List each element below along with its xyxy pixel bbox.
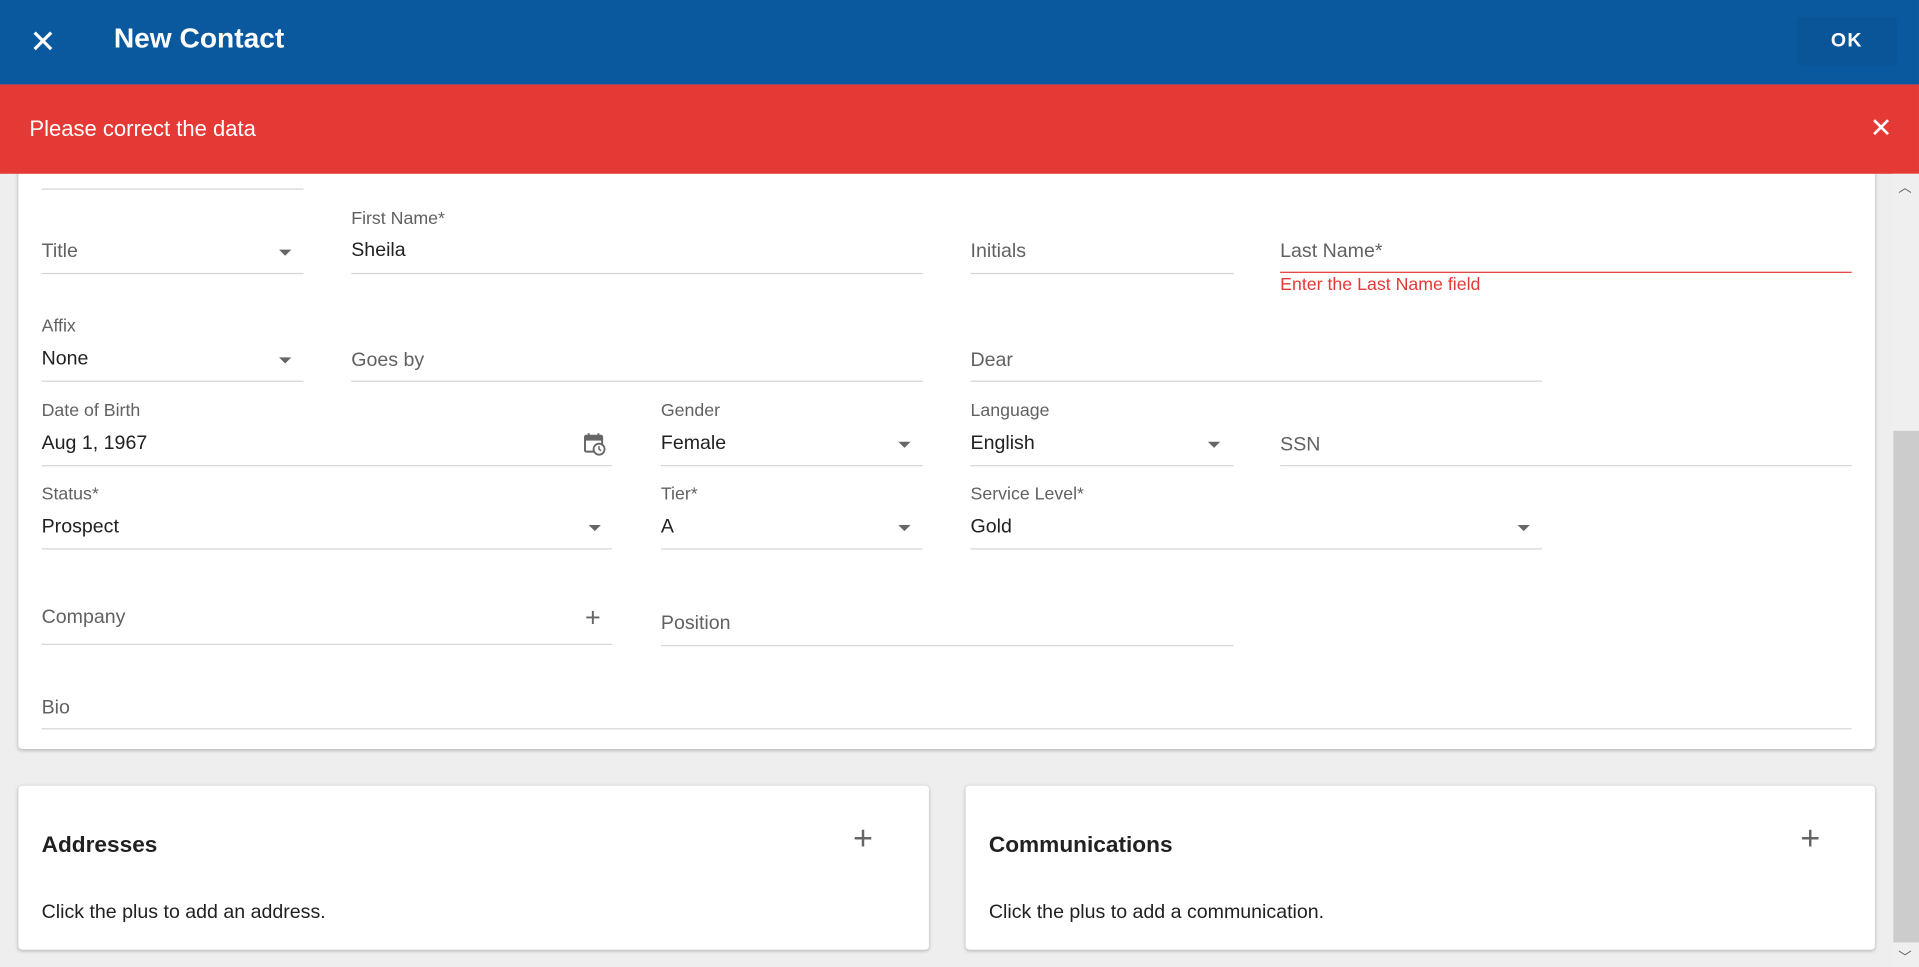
status-select[interactable]: Prospect (41, 508, 612, 550)
first-name-input[interactable]: Sheila (351, 233, 923, 275)
title-label: Title (41, 241, 78, 262)
chevron-down-icon (279, 357, 292, 364)
dear-input[interactable]: Dear (970, 340, 1543, 382)
position-input[interactable]: Position (660, 605, 1234, 647)
service-level-select[interactable]: Gold (970, 508, 1543, 550)
communications-empty-text: Click the plus to add a communication. (988, 901, 1325, 923)
bio-label: Bio (41, 697, 70, 719)
service-level-value: Gold (970, 516, 1012, 538)
tier-label: Tier* (660, 484, 698, 505)
partial-field[interactable] (41, 184, 304, 190)
addresses-title: Addresses (41, 830, 158, 857)
affix-value: None (41, 348, 89, 370)
status-label: Status* (41, 484, 99, 505)
scroll-up-icon[interactable]: ︿ (1898, 181, 1912, 196)
chevron-down-icon (1517, 525, 1530, 532)
app-bar (0, 0, 1919, 85)
page-title: New Contact (113, 22, 285, 54)
gender-value: Female (660, 433, 727, 455)
goes-by-input[interactable]: Goes by (351, 340, 923, 382)
close-icon[interactable]: ✕ (1869, 112, 1893, 144)
first-name-label: First Name* (351, 209, 445, 229)
ok-button[interactable]: OK (1796, 17, 1897, 67)
close-icon[interactable]: ✕ (29, 23, 57, 60)
addresses-empty-text: Click the plus to add an address. (41, 901, 326, 923)
chevron-down-icon (898, 441, 911, 448)
initials-label: Initials (970, 241, 1027, 262)
chevron-down-icon (1207, 441, 1221, 448)
add-communication-plus-icon[interactable]: + (1800, 818, 1821, 857)
company-input[interactable]: Company + (41, 600, 612, 645)
first-name-value: Sheila (351, 239, 406, 261)
gender-label: Gender (660, 401, 721, 422)
language-value: English (970, 433, 1035, 455)
last-name-input[interactable]: Last Name* (1280, 233, 1852, 273)
dob-label: Date of Birth (41, 401, 141, 422)
company-label: Company (41, 607, 126, 628)
title-select[interactable]: Title (41, 233, 304, 275)
language-select[interactable]: English (970, 425, 1234, 467)
chevron-down-icon (588, 525, 601, 532)
dear-label: Dear (970, 350, 1013, 371)
error-banner (0, 84, 1919, 174)
addresses-card: Addresses + Click the plus to add an add… (18, 785, 929, 950)
goes-by-label: Goes by (351, 350, 425, 371)
last-name-label: Last Name* (1280, 241, 1383, 262)
add-company-plus-icon[interactable]: + (585, 602, 601, 633)
service-level-label: Service Level* (970, 484, 1084, 505)
language-label: Language (970, 401, 1050, 422)
chevron-down-icon (898, 525, 911, 532)
dob-value: Aug 1, 1967 (41, 433, 148, 455)
tier-value: A (660, 516, 674, 538)
affix-select[interactable]: None (41, 340, 304, 382)
calendar-clock-icon[interactable] (584, 432, 606, 456)
ssn-input[interactable]: SSN (1280, 425, 1852, 467)
chevron-down-icon (279, 249, 292, 256)
affix-label: Affix (41, 316, 76, 337)
status-value: Prospect (41, 516, 119, 538)
error-banner-message: Please correct the data (29, 116, 256, 141)
position-label: Position (660, 613, 731, 634)
initials-input[interactable]: Initials (970, 233, 1234, 275)
ssn-label: SSN (1280, 434, 1321, 456)
scroll-down-icon[interactable]: ﹀ (1898, 950, 1912, 966)
gender-select[interactable]: Female (660, 425, 923, 467)
tier-select[interactable]: A (660, 508, 923, 550)
communications-card: Communications + Click the plus to add a… (965, 785, 1875, 950)
last-name-error: Enter the Last Name field (1280, 275, 1481, 295)
add-address-plus-icon[interactable]: + (853, 818, 874, 857)
communications-title: Communications (988, 830, 1173, 857)
scrollbar-thumb[interactable] (1893, 430, 1919, 943)
bio-input[interactable]: Bio (41, 688, 1852, 730)
dob-input[interactable]: Aug 1, 1967 (41, 425, 612, 467)
